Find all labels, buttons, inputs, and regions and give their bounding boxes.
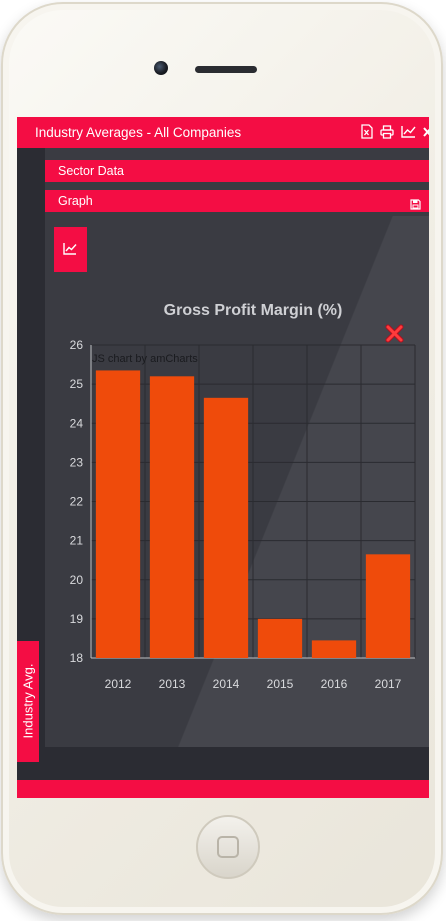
bottom-bar bbox=[17, 780, 429, 798]
x-tick-label: 2017 bbox=[375, 677, 402, 691]
x-tick-label: 2015 bbox=[267, 677, 294, 691]
window-title: Industry Averages - All Companies bbox=[35, 125, 242, 140]
y-tick-label: 18 bbox=[70, 651, 84, 665]
save-icon[interactable] bbox=[410, 195, 421, 217]
y-tick-label: 24 bbox=[70, 416, 84, 430]
chart-credit[interactable]: JS chart by amCharts bbox=[92, 353, 198, 365]
line-chart-icon[interactable] bbox=[401, 125, 416, 138]
x-tick-label: 2016 bbox=[321, 677, 348, 691]
gross-profit-margin-chart: Gross Profit Margin (%) 18 19 20 21 22 23 24 25… bbox=[70, 302, 416, 691]
camera bbox=[154, 61, 168, 75]
graph-header[interactable]: Graph bbox=[45, 190, 429, 212]
print-icon[interactable] bbox=[380, 124, 394, 139]
chart-button-icon bbox=[63, 243, 77, 255]
title-bar: Industry Averages - All Companies bbox=[17, 117, 429, 148]
industry-avg-tab-label: Industry Avg. bbox=[20, 663, 36, 739]
x-tick-label: 2014 bbox=[213, 677, 240, 691]
bar-2017[interactable] bbox=[365, 554, 411, 658]
chart-type-button[interactable] bbox=[54, 227, 87, 272]
excel-icon[interactable] bbox=[361, 124, 373, 139]
industry-avg-tab[interactable]: Industry Avg. bbox=[17, 641, 39, 762]
bar-2015[interactable] bbox=[257, 618, 303, 658]
y-axis-ticks: 18 19 20 21 22 23 24 25 26 bbox=[70, 338, 84, 665]
y-tick-label: 21 bbox=[70, 534, 84, 548]
sector-data-header[interactable]: Sector Data bbox=[45, 160, 429, 182]
chart-grid bbox=[90, 344, 416, 659]
remove-chart-icon[interactable] bbox=[385, 324, 404, 348]
close-icon[interactable] bbox=[423, 126, 429, 138]
y-tick-label: 26 bbox=[70, 338, 84, 352]
bar-2012[interactable] bbox=[95, 370, 141, 658]
bar-2016[interactable] bbox=[311, 640, 357, 658]
x-axis-ticks: 2012 2013 2014 2015 2016 2017 bbox=[105, 677, 402, 691]
footer-area bbox=[17, 747, 429, 780]
x-tick-label: 2012 bbox=[105, 677, 132, 691]
y-tick-label: 19 bbox=[70, 612, 84, 626]
y-tick-label: 23 bbox=[70, 455, 84, 469]
graph-label: Graph bbox=[58, 194, 93, 208]
bar-2014[interactable] bbox=[203, 397, 249, 658]
x-tick-label: 2013 bbox=[159, 677, 186, 691]
home-button-icon bbox=[217, 836, 239, 858]
speaker-grille bbox=[195, 66, 257, 73]
chart-title: Gross Profit Margin (%) bbox=[164, 302, 343, 319]
y-tick-label: 25 bbox=[70, 377, 84, 391]
sector-data-label: Sector Data bbox=[58, 164, 125, 178]
toolbar bbox=[361, 124, 429, 139]
chart-bars bbox=[95, 370, 411, 658]
y-tick-label: 20 bbox=[70, 573, 84, 587]
home-button[interactable] bbox=[196, 815, 260, 879]
y-tick-label: 22 bbox=[70, 495, 84, 509]
bar-2013[interactable] bbox=[149, 376, 195, 658]
